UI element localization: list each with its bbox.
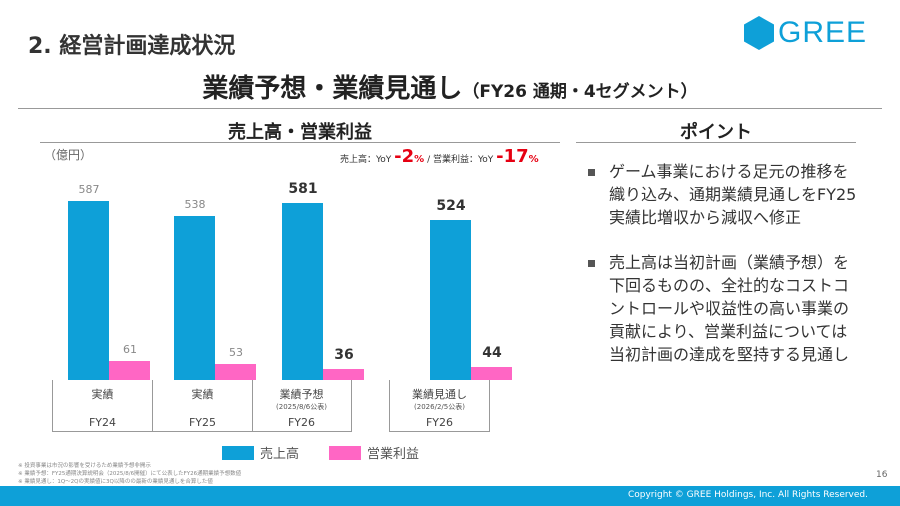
- cell-fy: FY26: [425, 416, 454, 429]
- cell-date: (2025/8/6公表): [276, 403, 327, 411]
- chart-heading: 売上高・営業利益: [228, 122, 372, 143]
- bar-sales-2: [282, 202, 323, 380]
- cell-type: 実績: [191, 388, 214, 401]
- logo-text: GREE: [778, 16, 868, 49]
- data-label-sales: 587: [78, 183, 100, 196]
- point-text: 売上高は当初計画（業績予想）を下回るものの、全社的なコストコントロールや収益性の…: [609, 253, 850, 364]
- bar-op-3: [471, 366, 512, 380]
- yoy-summary: 売上高：YoY -2% / 営業利益：YoY -17%: [340, 146, 539, 167]
- footnote: ※ 投資事業は市況の影響を受けるため業績予想非開示: [18, 463, 151, 469]
- point-item: ゲーム事業における足元の推移を織り込み、通期業績見通しをFY25実績比増収から減…: [588, 160, 858, 229]
- copyright: Copyright © GREE Holdings, Inc. All Righ…: [627, 490, 868, 500]
- bar-sales-0: [68, 201, 109, 380]
- bar-sales-3: [430, 220, 471, 380]
- point-text: ゲーム事業における足元の推移を織り込み、通期業績見通しをFY25実績比増収から減…: [609, 162, 857, 227]
- pct: %: [414, 154, 425, 165]
- yoy-op-value: -17: [496, 146, 529, 167]
- data-label-sales: 538: [184, 197, 206, 211]
- category-cell: 業績予想 (2025/8/6公表) FY26: [252, 380, 352, 432]
- cell-type: 業績見通し: [412, 388, 467, 401]
- data-label-sales: 524: [436, 198, 466, 215]
- data-label-op: 61: [123, 343, 137, 357]
- point-item: 売上高は当初計画（業績予想）を下回るものの、全社的なコストコントロールや収益性の…: [588, 251, 858, 366]
- bar-op-0: [109, 361, 150, 380]
- page-number: 16: [876, 470, 888, 480]
- bar-op-2: [323, 369, 364, 380]
- section-title: 2. 経営計画達成状況: [28, 34, 236, 59]
- category-cell: 実績 FY24: [52, 380, 153, 432]
- bar-op-1: [215, 363, 256, 380]
- bar-sales-1: [174, 215, 215, 380]
- cell-fy: FY24: [88, 416, 117, 429]
- points-heading: ポイント: [680, 122, 752, 143]
- cell-type: 実績: [91, 388, 114, 401]
- data-label-op: 44: [482, 344, 502, 361]
- bullet-icon: [588, 169, 595, 176]
- chart-heading-line: [40, 142, 560, 143]
- legend-sales: 売上高: [260, 447, 300, 462]
- legend-swatch-op: [329, 445, 362, 460]
- category-cell: 実績 FY25: [153, 380, 253, 432]
- yoy-op-label: 営業利益：YoY: [432, 155, 497, 165]
- hexagon-icon: [744, 16, 774, 50]
- points-heading-line: [576, 142, 856, 143]
- bullet-icon: [588, 260, 595, 267]
- legend-op: 営業利益: [367, 447, 420, 462]
- footnote: ※ 業績予想：FY25通期決算説明会（2025/8/6開催）にて公表したFY26…: [18, 471, 242, 477]
- points-list: ゲーム事業における足元の推移を織り込み、通期業績見通しをFY25実績比増収から減…: [588, 160, 858, 388]
- title-suffix: （FY26 通期・4セグメント）: [462, 82, 698, 102]
- footnote: ※ 業績見通し：1Q～2Qの実績値に3Q以降のの最新の業績見通しを合算した値: [18, 479, 213, 485]
- data-label-sales: 581: [288, 180, 318, 197]
- legend-swatch-sales: [222, 445, 254, 460]
- gree-logo: GREE: [744, 16, 867, 50]
- footer: Copyright © GREE Holdings, Inc. All Righ…: [0, 486, 900, 506]
- data-label-op: 53: [229, 345, 243, 359]
- cell-fy: FY25: [188, 416, 217, 429]
- divider: [18, 108, 882, 109]
- title-main: 業績予想・業績見通し: [202, 74, 463, 104]
- unit-label: （億円）: [44, 148, 93, 162]
- data-label-op: 36: [334, 347, 354, 364]
- yoy-sales-value: -2: [394, 146, 415, 167]
- footnotes: ※ 投資事業は市況の影響を受けるため業績予想非開示 ※ 業績予想：FY25通期決算…: [18, 462, 241, 486]
- cell-type: 業績予想: [279, 388, 324, 401]
- page-title: 業績予想・業績見通し（FY26 通期・4セグメント）: [0, 68, 900, 105]
- legend: 売上高 営業利益: [222, 443, 419, 462]
- category-cell: 業績見通し (2026/2/5公表) FY26: [389, 380, 490, 432]
- sep: /: [424, 155, 433, 165]
- cell-date: (2026/2/5公表): [414, 403, 465, 411]
- yoy-sales-label: 売上高：YoY: [340, 155, 395, 165]
- pct: %: [528, 154, 539, 165]
- cell-fy: FY26: [287, 416, 316, 429]
